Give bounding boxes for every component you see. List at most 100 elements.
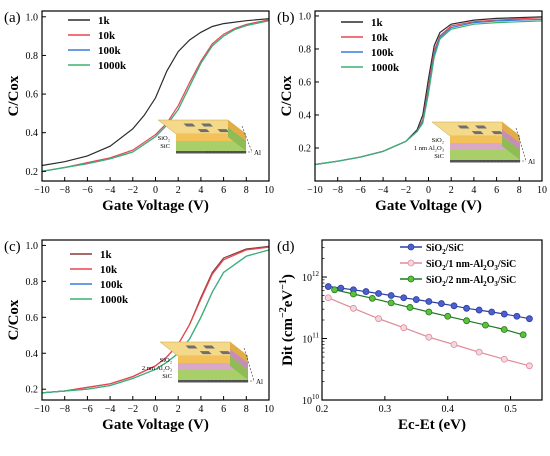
y-tick-label: 1011	[302, 332, 319, 346]
legend-label: SiO2/SiC	[426, 243, 464, 256]
panel-a: (a) −10 −8 −6 −4 −2 0 2 4 6 8 10 0.2 0.4 0.6 0.8 1.0 Gate…	[4, 10, 274, 214]
legend-label: SiO2/2 nm-Al2O3/SiC	[426, 275, 516, 288]
inset-layer-side	[502, 136, 520, 160]
inset-layer	[178, 363, 248, 370]
x-tick-label: 0.5	[504, 404, 517, 415]
x-tick-label: −8	[332, 185, 343, 196]
y-axis-label: C/Cox	[6, 75, 22, 116]
y-tick-label: 0.8	[26, 277, 39, 288]
data-point	[475, 348, 483, 356]
data-point	[375, 290, 382, 297]
x-tick-label: −8	[59, 404, 70, 415]
data-point	[444, 312, 452, 320]
inset-layer	[176, 141, 246, 151]
y-axis-label: C/Cox	[6, 299, 22, 340]
inset-layer	[450, 143, 520, 150]
inset-layer-side	[502, 129, 520, 150]
legend-label: 1000k	[100, 294, 129, 306]
y-tick-label: 0.4	[26, 349, 39, 360]
legend: 1k 10k 100k 1000k	[70, 249, 129, 306]
inset-layer	[450, 150, 520, 160]
data-point	[387, 292, 395, 299]
y-tick-label: 0.8	[26, 51, 39, 62]
inset-electrode	[201, 123, 213, 127]
data-point	[519, 331, 527, 339]
legend: 1k 10k 100k 1000k	[68, 15, 127, 72]
x-tick-label: −6	[355, 185, 366, 196]
legend-label: 100k	[98, 45, 122, 57]
y-tick-label: 0.6	[26, 90, 39, 101]
legend-label: 100k	[371, 47, 395, 59]
data-point	[526, 362, 533, 370]
x-tick-label: 4	[471, 185, 476, 196]
data-point	[463, 317, 470, 325]
x-tick-label: 4	[198, 404, 203, 415]
inset-layer-label: SiC	[434, 153, 444, 160]
data-point	[425, 298, 433, 305]
panel-d: (d) 0.2 0.3 0.4 0.5 1010 1011 1012 Ec-Et (eV) Dit…	[277, 239, 543, 433]
inset-layer	[450, 136, 520, 143]
inset-electrode	[475, 125, 487, 129]
y-tick-label: 0.6	[299, 77, 312, 88]
inset-electrode	[219, 351, 232, 355]
data-point	[362, 288, 370, 295]
inset-electrode	[197, 129, 210, 133]
inset-layer-side	[228, 127, 246, 151]
x-tick-label: 4	[198, 185, 203, 196]
x-tick-label: 0.3	[379, 404, 392, 415]
data-point	[526, 315, 533, 323]
data-point	[350, 290, 357, 298]
panel-c: (c) −10 −8 −6 −4 −2 0 2 4 6 8 10 0.2 0.4 0.6 0.8 1.0 Gate…	[4, 239, 274, 433]
x-tick-label: 8	[244, 185, 249, 196]
series-line-1000k	[41, 249, 270, 394]
legend-label: 1k	[100, 249, 113, 261]
inset-layer-side	[230, 356, 248, 380]
inset-layer-label: SiO₂	[160, 357, 172, 364]
x-tick-label: 2	[176, 404, 181, 415]
x-tick-label: −4	[378, 185, 389, 196]
panel-tag: (c)	[4, 239, 21, 255]
inset-al-label: Al	[528, 158, 535, 166]
legend: 1k 10k 100k 1000k	[341, 17, 400, 74]
x-axis-label: Gate Voltage (V)	[375, 198, 482, 214]
legend-label: 1k	[371, 17, 384, 29]
data-point	[324, 294, 332, 302]
x-tick-label: −6	[82, 404, 93, 415]
legend-label: 100k	[100, 279, 124, 291]
data-point	[463, 304, 470, 312]
x-tick-label: −4	[105, 404, 116, 415]
data-point	[500, 310, 508, 318]
inset-layer-side	[502, 122, 520, 143]
series-line-SiO2/1 nm-Al2O3/SiC	[328, 297, 530, 367]
y-tick-label: 0.6	[26, 313, 39, 324]
x-tick-label: 2	[449, 185, 454, 196]
panel-b: (b) −10 −8 −6 −4 −2 0 2 4 6 8 10 0.2 0.4 0.6 0.8 1.0 Gate…	[277, 10, 547, 214]
inset-electrode	[471, 131, 484, 135]
x-tick-label: −8	[59, 185, 70, 196]
legend-marker	[407, 275, 415, 283]
data-point	[450, 341, 458, 348]
y-tick-label: 1010	[302, 393, 320, 407]
data-point	[387, 299, 395, 307]
x-tick-label: −4	[105, 185, 116, 196]
x-tick-label: 0.2	[316, 404, 329, 415]
x-tick-label: −2	[127, 185, 138, 196]
legend-label: 1000k	[371, 62, 400, 74]
legend-label: SiO2/1 nm-Al2O3/SiC	[426, 259, 516, 272]
y-tick-label: 1.0	[26, 12, 39, 23]
data-point	[375, 315, 382, 323]
x-tick-label: 8	[517, 185, 522, 196]
y-tick-label: 1012	[302, 270, 320, 284]
legend-label: 1k	[98, 15, 111, 27]
inset-electrode	[491, 131, 504, 135]
data-point	[500, 355, 508, 363]
inset-layer-label: SiO₂	[158, 135, 170, 142]
plot-frame	[41, 10, 270, 182]
y-tick-label: 1.0	[26, 241, 39, 252]
legend-marker	[407, 259, 415, 267]
x-tick-label: 6	[494, 185, 499, 196]
y-tick-label: 0.4	[299, 110, 312, 121]
inset-electrode	[217, 129, 230, 133]
